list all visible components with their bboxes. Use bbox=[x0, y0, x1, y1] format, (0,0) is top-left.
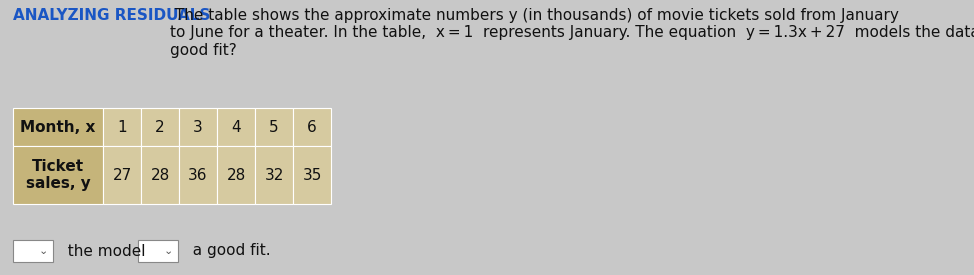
Text: 28: 28 bbox=[150, 167, 169, 183]
Text: 4: 4 bbox=[231, 120, 241, 134]
Text: ⌄: ⌄ bbox=[38, 246, 48, 256]
Bar bbox=[217, 146, 255, 204]
Bar bbox=[217, 108, 255, 146]
Text: 5: 5 bbox=[269, 120, 279, 134]
Bar bbox=[255, 108, 293, 146]
Text: the model: the model bbox=[58, 243, 145, 258]
Text: 2: 2 bbox=[155, 120, 165, 134]
Text: 35: 35 bbox=[302, 167, 321, 183]
Bar bbox=[13, 240, 53, 262]
Text: ANALYZING RESIDUALS: ANALYZING RESIDUALS bbox=[13, 8, 210, 23]
Bar bbox=[13, 146, 103, 204]
Text: ⌄: ⌄ bbox=[164, 246, 172, 256]
Bar bbox=[13, 108, 103, 146]
Text: Month, x: Month, x bbox=[20, 120, 95, 134]
Text: 6: 6 bbox=[307, 120, 317, 134]
Text: 32: 32 bbox=[264, 167, 283, 183]
Bar bbox=[255, 146, 293, 204]
Bar bbox=[179, 146, 217, 204]
Bar bbox=[103, 146, 141, 204]
Text: a good fit.: a good fit. bbox=[183, 243, 271, 258]
Bar bbox=[138, 240, 178, 262]
Bar bbox=[179, 108, 217, 146]
Bar bbox=[141, 108, 179, 146]
Text: The table shows the approximate numbers y (in thousands) of movie tickets sold f: The table shows the approximate numbers … bbox=[170, 8, 974, 58]
Text: 27: 27 bbox=[112, 167, 131, 183]
Text: 3: 3 bbox=[193, 120, 203, 134]
Bar bbox=[293, 146, 331, 204]
Bar bbox=[103, 108, 141, 146]
Bar bbox=[141, 146, 179, 204]
Text: 36: 36 bbox=[188, 167, 207, 183]
Text: 1: 1 bbox=[117, 120, 127, 134]
Text: 28: 28 bbox=[226, 167, 245, 183]
Text: Ticket
sales, y: Ticket sales, y bbox=[25, 159, 91, 191]
Bar bbox=[293, 108, 331, 146]
